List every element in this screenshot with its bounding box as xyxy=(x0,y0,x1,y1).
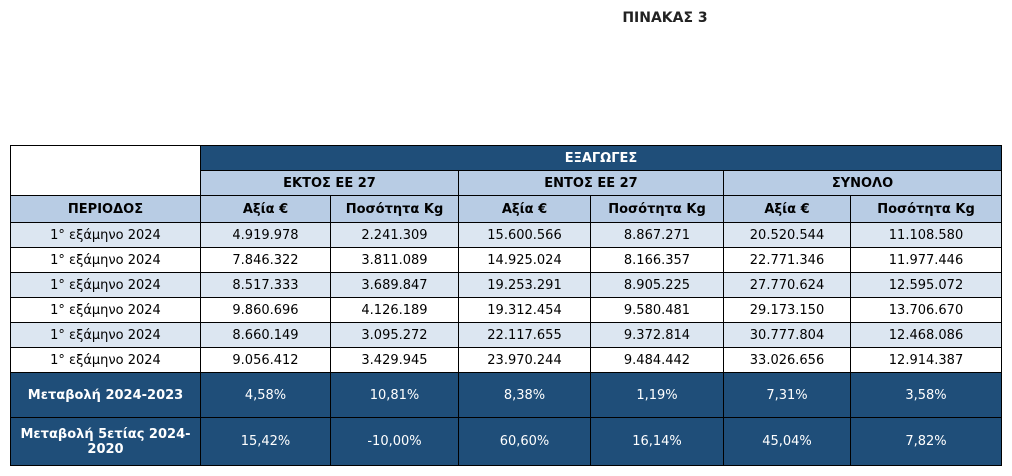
value-cell: 9.056.412 xyxy=(200,347,331,373)
summary-value: 1,19% xyxy=(590,372,724,418)
data-row: 1° εξάμηνο 2024 4.919.978 2.241.309 15.600.… xyxy=(10,222,1002,248)
value-cell: 27.770.624 xyxy=(723,272,851,298)
summary-value: 4,58% xyxy=(200,372,331,418)
period-cell: 1° εξάμηνο 2024 xyxy=(10,297,201,323)
subgroup-header: ΣΥΝΟΛΟ xyxy=(723,170,1002,196)
summary-value: 8,38% xyxy=(458,372,591,418)
value-cell: 19.253.291 xyxy=(458,272,591,298)
column-header: Ποσότητα Kg xyxy=(330,195,459,223)
table-body: ΕΞΑΓΩΓΕΣ ΕΚΤΟΣ ΕΕ 27 ΕΝΤΟΣ ΕΕ 27 ΣΥΝΟΛΟ ΠΕ… xyxy=(10,145,1002,466)
period-cell: 1° εξάμηνο 2024 xyxy=(10,272,201,298)
table: ΕΞΑΓΩΓΕΣ ΕΚΤΟΣ ΕΕ 27 ΕΝΤΟΣ ΕΕ 27 ΣΥΝΟΛΟ ΠΕ… xyxy=(10,145,1002,466)
summary-label: Μεταβολή 2024-2023 xyxy=(10,372,201,418)
column-header: Αξία € xyxy=(200,195,331,223)
subgroup-row: ΕΚΤΟΣ ΕΕ 27 ΕΝΤΟΣ ΕΕ 27 ΣΥΝΟΛΟ xyxy=(11,170,1002,196)
value-cell: 12.468.086 xyxy=(850,322,1002,348)
value-cell: 9.372.814 xyxy=(590,322,724,348)
value-cell: 20.520.544 xyxy=(723,222,851,248)
group-header: ΕΞΑΓΩΓΕΣ xyxy=(200,145,1002,171)
summary-value: 16,14% xyxy=(590,417,724,466)
header-row: ΕΞΑΓΩΓΕΣ xyxy=(10,145,1002,196)
value-cell: 4.919.978 xyxy=(200,222,331,248)
value-cell: 22.771.346 xyxy=(723,247,851,273)
summary-row: Μεταβολή 5ετίας 2024-2020 15,42% -10,00% 60… xyxy=(10,417,1002,466)
value-cell: 9.860.696 xyxy=(200,297,331,323)
value-cell: 11.108.580 xyxy=(850,222,1002,248)
subgroup-header: ΕΝΤΟΣ ΕΕ 27 xyxy=(458,170,724,196)
value-cell: 3.095.272 xyxy=(330,322,459,348)
empty-cell xyxy=(10,145,201,196)
value-cell: 8.867.271 xyxy=(590,222,724,248)
column-header-row: ΠΕΡΙΟΔΟΣ Αξία € Ποσότητα Kg Αξία € Ποσότητα … xyxy=(10,195,1002,223)
column-header: Ποσότητα Kg xyxy=(850,195,1002,223)
summary-value: 15,42% xyxy=(200,417,331,466)
value-cell: 19.312.454 xyxy=(458,297,591,323)
value-cell: 3.689.847 xyxy=(330,272,459,298)
summary-value: 60,60% xyxy=(458,417,591,466)
summary-label: Μεταβολή 5ετίας 2024-2020 xyxy=(10,417,201,466)
period-cell: 1° εξάμηνο 2024 xyxy=(10,222,201,248)
value-cell: 11.977.446 xyxy=(850,247,1002,273)
subgroup-header: ΕΚΤΟΣ ΕΕ 27 xyxy=(200,170,459,196)
title: ΠΙΝΑΚΑΣ 3 xyxy=(622,10,708,26)
value-cell: 30.777.804 xyxy=(723,322,851,348)
value-cell: 14.925.024 xyxy=(458,247,591,273)
period-cell: 1° εξάμηνο 2024 xyxy=(10,322,201,348)
column-header: Αξία € xyxy=(458,195,591,223)
value-cell: 8.905.225 xyxy=(590,272,724,298)
value-cell: 23.970.244 xyxy=(458,347,591,373)
data-row: 1° εξάμηνο 2024 7.846.322 3.811.089 14.925.… xyxy=(10,247,1002,273)
value-cell: 9.580.481 xyxy=(590,297,724,323)
value-cell: 4.126.189 xyxy=(330,297,459,323)
data-row: 1° εξάμηνο 2024 8.660.149 3.095.272 22.117.… xyxy=(10,322,1002,348)
value-cell: 8.166.357 xyxy=(590,247,724,273)
value-cell: 2.241.309 xyxy=(330,222,459,248)
period-cell: 1° εξάμηνο 2024 xyxy=(10,347,201,373)
value-cell: 8.660.149 xyxy=(200,322,331,348)
value-cell: 12.595.072 xyxy=(850,272,1002,298)
value-cell: 7.846.322 xyxy=(200,247,331,273)
value-cell: 33.026.656 xyxy=(723,347,851,373)
column-header: Αξία € xyxy=(723,195,851,223)
value-cell: 13.706.670 xyxy=(850,297,1002,323)
column-header: Ποσότητα Kg xyxy=(590,195,724,223)
value-cell: 29.173.150 xyxy=(723,297,851,323)
value-cell: 9.484.442 xyxy=(590,347,724,373)
column-header: ΠΕΡΙΟΔΟΣ xyxy=(10,195,201,223)
value-cell: 3.429.945 xyxy=(330,347,459,373)
summary-row: Μεταβολή 2024-2023 4,58% 10,81% 8,38% 1,19% 7… xyxy=(10,372,1002,418)
data-row: 1° εξάμηνο 2024 8.517.333 3.689.847 19.253.… xyxy=(10,272,1002,298)
value-cell: 15.600.566 xyxy=(458,222,591,248)
summary-value: 10,81% xyxy=(330,372,459,418)
value-cell: 8.517.333 xyxy=(200,272,331,298)
summary-value: 3,58% xyxy=(850,372,1002,418)
summary-value: -10,00% xyxy=(330,417,459,466)
data-row: 1° εξάμηνο 2024 9.056.412 3.429.945 23.970.… xyxy=(10,347,1002,373)
summary-value: 45,04% xyxy=(723,417,851,466)
summary-value: 7,31% xyxy=(723,372,851,418)
summary-value: 7,82% xyxy=(850,417,1002,466)
period-cell: 1° εξάμηνο 2024 xyxy=(10,247,201,273)
value-cell: 22.117.655 xyxy=(458,322,591,348)
data-row: 1° εξάμηνο 2024 9.860.696 4.126.189 19.312.… xyxy=(10,297,1002,323)
value-cell: 3.811.089 xyxy=(330,247,459,273)
value-cell: 12.914.387 xyxy=(850,347,1002,373)
